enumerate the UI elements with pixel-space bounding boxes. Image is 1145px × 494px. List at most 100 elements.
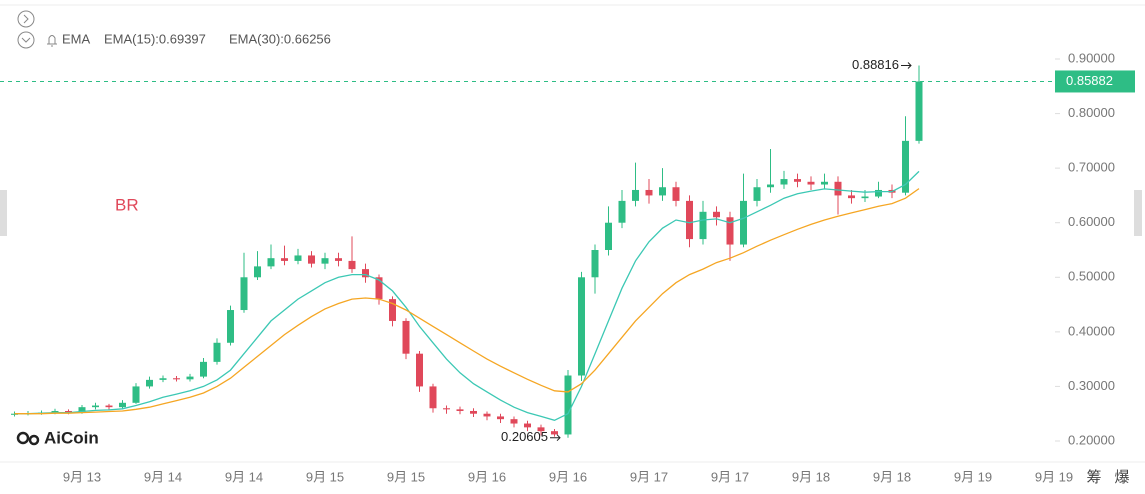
legend-entry: EMA(30):0.66256: [229, 31, 331, 46]
ema-line: [14, 170, 920, 421]
y-tick-label: 0.40000: [1068, 323, 1115, 338]
candle-body: [254, 266, 261, 278]
candle-body: [105, 405, 113, 408]
candle-body: [794, 179, 801, 182]
x-tick-label: 9月 17: [711, 469, 749, 484]
candle-body: [362, 269, 369, 278]
candle-body: [308, 255, 315, 264]
candle-body: [753, 187, 761, 201]
candle-body: [821, 181, 828, 185]
candle-body: [186, 376, 194, 380]
candle-body: [659, 187, 666, 196]
candle-body: [294, 255, 302, 261]
candle-body: [848, 195, 855, 199]
watermark: BR: [115, 195, 139, 214]
x-tick-label: 9月 15: [306, 469, 344, 484]
candle-body: [402, 320, 410, 354]
collapse-button[interactable]: [17, 10, 35, 28]
y-tick-label: 0.20000: [1068, 432, 1115, 447]
x-tick-label: 9月 16: [549, 469, 587, 484]
candle-body: [240, 277, 248, 311]
x-tick-label: 9月 17: [630, 469, 668, 484]
candle-body: [132, 386, 140, 403]
ema-line: [14, 188, 920, 415]
x-tick-label: 9月 18: [873, 469, 911, 484]
candle-body: [429, 386, 437, 409]
candle-body: [834, 181, 842, 196]
x-tick-label: 9月 18: [792, 469, 830, 484]
toolbar-button[interactable]: 筹: [1086, 469, 1101, 486]
last-price-box: [1055, 70, 1135, 93]
candle-body: [618, 200, 626, 223]
candle-body: [686, 200, 693, 240]
x-tick-label: 9月 19: [954, 469, 992, 484]
candle-body: [92, 405, 99, 408]
extreme-label: 0.20605: [501, 429, 548, 444]
candle-body: [551, 431, 558, 435]
collapse-icon: [23, 14, 29, 24]
candle-body: [416, 353, 423, 387]
x-tick-label: 9月 13: [63, 469, 101, 484]
extreme-arrow: [901, 62, 912, 69]
right-handle[interactable]: [1134, 190, 1142, 236]
candle-body: [632, 189, 639, 201]
candle-body: [591, 250, 599, 278]
x-tick-label: 9月 14: [144, 469, 182, 484]
logo-mark: [16, 431, 40, 446]
candle-body: [159, 378, 167, 380]
candle-body: [51, 410, 59, 413]
candle-body: [78, 407, 86, 413]
left-handle[interactable]: [0, 190, 7, 236]
y-tick-label: 0.80000: [1068, 105, 1115, 120]
candle-body: [605, 222, 612, 250]
candle-body: [780, 179, 788, 185]
y-tick-label: 0.60000: [1068, 214, 1115, 229]
candle-body: [335, 258, 342, 261]
candle-body: [699, 211, 707, 240]
legend-entry: EMA(15):0.69397: [104, 31, 206, 46]
candle-body: [672, 187, 680, 201]
y-tick-label: 0.30000: [1068, 378, 1115, 393]
candle-body: [713, 211, 720, 218]
toolbar-button[interactable]: 爆: [1114, 469, 1129, 486]
candle-body: [740, 200, 747, 245]
candle-body: [483, 413, 491, 417]
candle-body: [807, 181, 815, 185]
candle-body: [227, 310, 234, 343]
extreme-arrow: [550, 434, 561, 442]
candle-body: [213, 342, 221, 362]
candle-body: [173, 378, 180, 380]
indicator-toggle[interactable]: [17, 31, 35, 49]
candle-body: [389, 299, 396, 321]
candle-body: [119, 402, 126, 408]
candle-body: [348, 260, 356, 270]
x-tick-label: 9月 16: [468, 469, 506, 484]
y-tick-label: 0.70000: [1068, 160, 1115, 175]
candle-body: [510, 419, 518, 424]
candle-body: [443, 408, 450, 410]
candle-body: [146, 379, 153, 387]
alert-icon[interactable]: [47, 35, 57, 47]
candle-body: [497, 416, 504, 420]
candle-body: [321, 258, 329, 264]
logo: AiCoin: [44, 428, 99, 447]
candle-body: [726, 217, 734, 245]
candle-body: [537, 427, 545, 432]
last-price-label: 0.85882: [1066, 73, 1113, 88]
extreme-label: 0.88816: [852, 57, 899, 72]
candle-body: [861, 196, 869, 199]
candle-body: [902, 140, 909, 193]
x-tick-label: 9月 14: [225, 469, 263, 484]
y-tick-label: 0.90000: [1068, 50, 1115, 65]
x-tick-label: 9月 15: [387, 469, 425, 484]
candle-body: [200, 361, 207, 377]
candle-body: [524, 423, 531, 428]
toggle-icon: [21, 37, 31, 43]
candle-body: [767, 184, 774, 188]
candle-body: [564, 375, 572, 435]
x-tick-label: 9月 19: [1035, 469, 1073, 484]
candle-body: [915, 81, 923, 141]
candle-body: [267, 258, 275, 267]
